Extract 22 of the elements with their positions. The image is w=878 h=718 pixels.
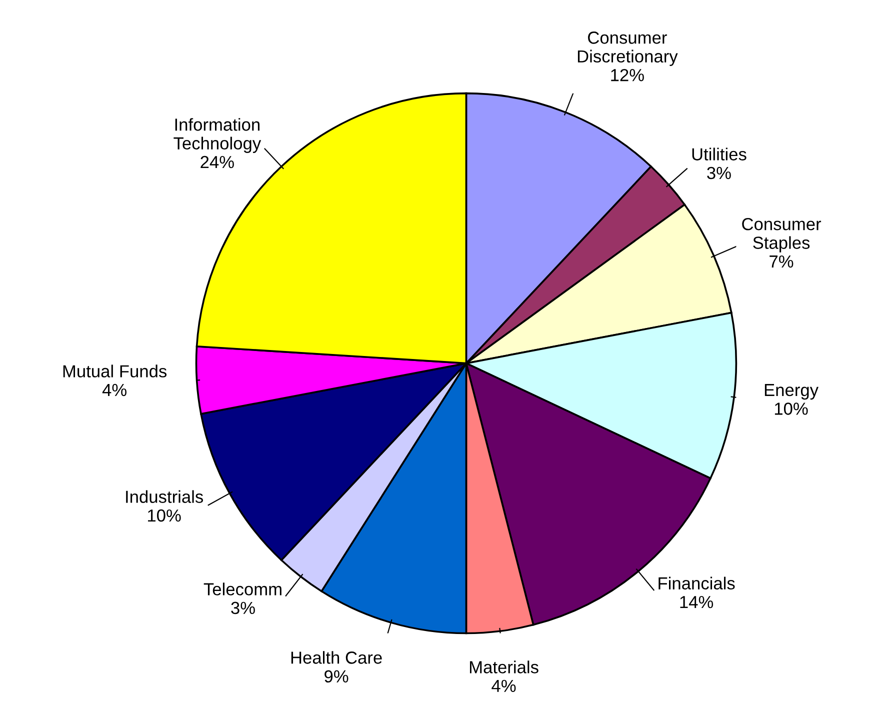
slice-label: Consumer Discretionary <box>578 32 678 66</box>
data-label: 24% <box>200 156 234 168</box>
data-label: 4% <box>102 384 126 396</box>
data-label: 3% <box>231 602 255 614</box>
data-label: 10% <box>774 402 808 415</box>
data-label: 7% <box>770 255 794 268</box>
slice-label: Telecomm <box>204 582 282 596</box>
slice-label: Health Care <box>291 651 382 664</box>
slice-label: Financials <box>658 576 735 590</box>
data-label: 9% <box>324 670 348 683</box>
data-label: 3% <box>707 166 731 180</box>
slice-label: Industrials <box>126 490 203 503</box>
slice-label: Consumer Staples <box>742 218 822 252</box>
data-label: 4% <box>492 680 516 692</box>
data-label: 14% <box>680 596 714 608</box>
slice-label: Energy <box>764 384 818 400</box>
slice-label: Information Technology <box>174 118 262 153</box>
data-label: 10% <box>148 509 181 522</box>
slice-label: Mutual Funds <box>63 364 167 378</box>
slice-label: Utilities <box>692 148 746 160</box>
data-label: 12% <box>611 68 644 82</box>
slice-label: Materials <box>470 660 538 674</box>
